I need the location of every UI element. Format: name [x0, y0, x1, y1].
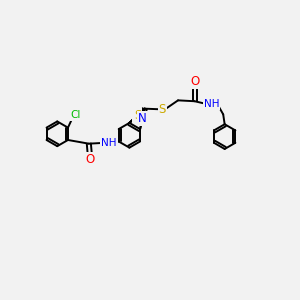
Text: O: O — [85, 153, 94, 166]
Text: Cl: Cl — [70, 110, 81, 120]
Text: S: S — [134, 109, 141, 122]
Text: N: N — [138, 112, 147, 125]
Text: S: S — [134, 109, 141, 122]
Text: O: O — [190, 75, 199, 88]
Text: NH: NH — [204, 99, 219, 109]
Text: S: S — [158, 103, 166, 116]
Text: NH: NH — [101, 138, 117, 148]
